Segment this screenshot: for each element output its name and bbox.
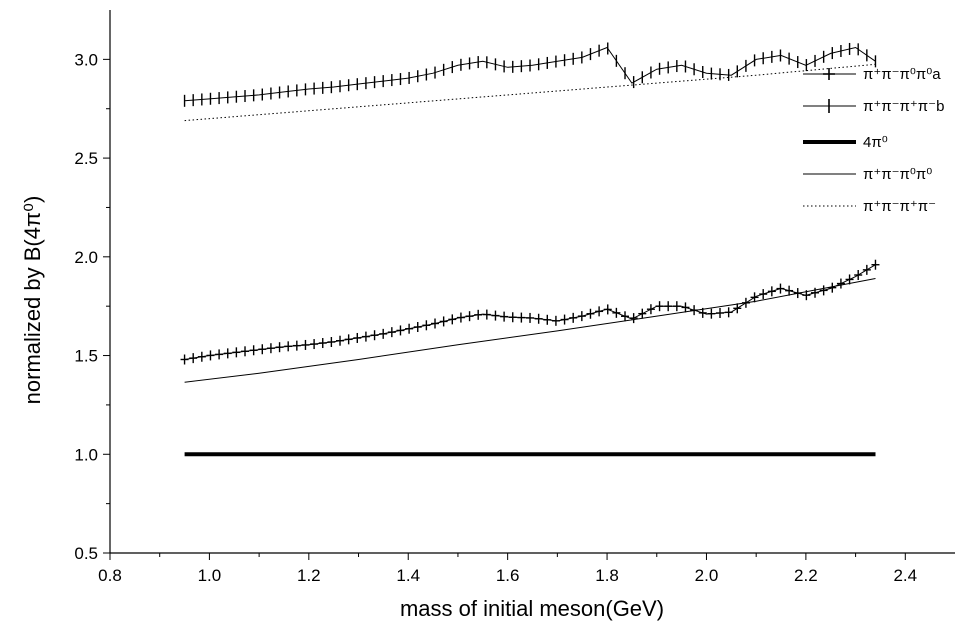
x-tick-label: 1.2: [297, 566, 321, 585]
legend-item-e: π⁺π⁻π⁺π⁻: [803, 198, 936, 215]
legend-item-b: π⁺π⁻π⁺π⁻b: [803, 98, 944, 115]
x-tick-label: 2.2: [794, 566, 818, 585]
series-line-1: [184, 46, 876, 102]
ticks: 0.8 1.0 1.2 1.4 1.6 1.8 2.0 2.2 2.4 0.5 1.0 1.5 2.0 2…: [74, 50, 917, 585]
x-axis-title: mass of initial meson(GeV): [400, 596, 664, 621]
legend-label-a: π⁺π⁻π⁰π⁰a: [863, 66, 941, 83]
legend-item-c: 4π⁰: [803, 134, 888, 151]
legend-label-d: π⁺π⁻π⁰π⁰: [863, 166, 932, 183]
axes: [109, 10, 955, 554]
y-tick-label: 1.5: [74, 347, 98, 366]
legend-item-d: π⁺π⁻π⁰π⁰: [803, 166, 932, 183]
x-tick-label: 0.8: [98, 566, 122, 585]
legend-item-a: π⁺π⁻π⁰π⁰a: [803, 66, 941, 83]
series-layer: [180, 42, 880, 457]
y-tick-label: 2.5: [74, 149, 98, 168]
x-tick-label: 1.6: [496, 566, 520, 585]
x-tick-label: 1.8: [595, 566, 619, 585]
legend-label-b: π⁺π⁻π⁺π⁻b: [863, 98, 944, 115]
legend-label-c: 4π⁰: [863, 134, 888, 151]
y-tick-label: 3.0: [74, 50, 98, 69]
y-tick-label: 0.5: [74, 544, 98, 563]
x-tick-label: 1.4: [396, 566, 420, 585]
y-axis-title: normalized by B(4π⁰): [20, 196, 45, 405]
x-tick-label: 1.0: [198, 566, 222, 585]
series-line-3: [184, 278, 876, 383]
y-tick-label: 2.0: [74, 248, 98, 267]
series-line-4: [184, 63, 876, 122]
legend-label-e: π⁺π⁻π⁺π⁻: [863, 198, 936, 215]
x-tick-label: 2.0: [695, 566, 719, 585]
legend: π⁺π⁻π⁰π⁰a π⁺π⁻π⁺π⁻b 4π⁰ π⁺π⁻π⁰π⁰ π⁺π⁻π⁺π…: [803, 66, 944, 215]
x-tick-label: 2.4: [893, 566, 917, 585]
y-tick-label: 1.0: [74, 445, 98, 464]
